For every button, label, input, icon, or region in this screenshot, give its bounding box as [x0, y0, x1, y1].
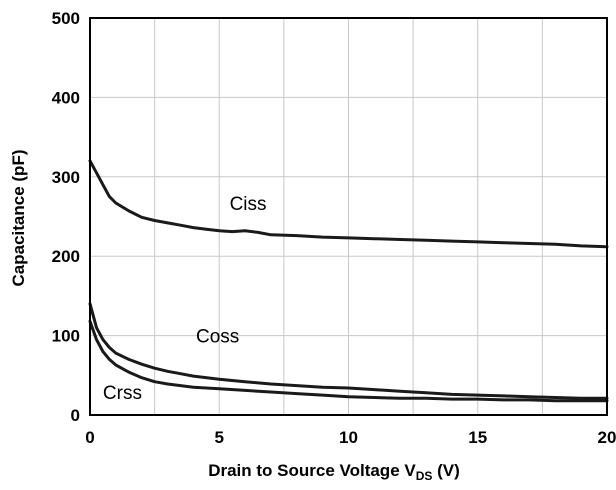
- series-label-crss: Crss: [103, 383, 142, 404]
- y-tick-label: 0: [71, 406, 80, 425]
- y-tick-label: 100: [52, 327, 80, 346]
- y-tick-label: 300: [52, 168, 80, 187]
- plot-area-frame: [89, 17, 608, 416]
- x-axis-title: Drain to Source Voltage VDS (V): [208, 461, 460, 483]
- x-tick-labels: 0 5 10 15 20: [85, 428, 616, 447]
- y-tick-label: 500: [52, 9, 80, 28]
- x-tick-label: 10: [339, 428, 358, 447]
- series-label-ciss: Ciss: [230, 194, 267, 215]
- x-axis-title-main: Drain to Source Voltage V: [208, 461, 416, 480]
- series-line-ciss: [88, 159, 609, 249]
- x-tick-label: 15: [468, 428, 487, 447]
- y-tick-labels: 0 100 200 300 400 500: [52, 9, 80, 425]
- x-tick-label: 0: [85, 428, 94, 447]
- x-tick-label: 20: [598, 428, 616, 447]
- y-tick-label: 200: [52, 247, 80, 266]
- x-axis-title-subscript: DS: [416, 469, 433, 483]
- y-tick-label: 400: [52, 88, 80, 107]
- y-axis-title: Capacitance (pF): [9, 150, 28, 287]
- series-labels: Ciss Coss Crss: [103, 194, 267, 404]
- series-line-crss: [88, 319, 609, 403]
- series-label-coss: Coss: [196, 327, 239, 348]
- x-axis-title-unit: (V): [432, 461, 459, 480]
- x-tick-label: 5: [215, 428, 224, 447]
- series-line-coss: [88, 302, 609, 400]
- series-lines: [88, 159, 609, 403]
- grid-lines: [90, 18, 607, 415]
